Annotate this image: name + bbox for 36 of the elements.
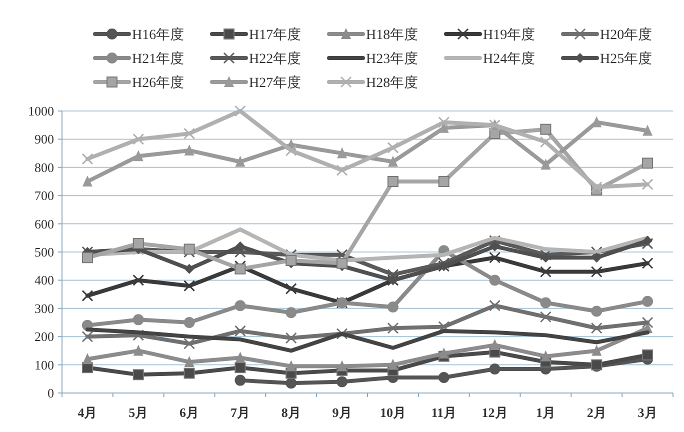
legend-label: H17年度	[249, 27, 302, 43]
y-tick-label: 700	[34, 188, 54, 204]
x-tick-label: 8月	[281, 405, 301, 420]
legend-label: H18年度	[366, 27, 418, 43]
legend-label: H21年度	[132, 51, 184, 67]
y-tick-label: 500	[34, 244, 54, 260]
y-tick-label: 400	[34, 272, 54, 288]
legend-label: H19年度	[483, 27, 536, 43]
x-tick-label: 12月	[482, 405, 508, 420]
x-tick-label: 3月	[638, 405, 658, 420]
y-tick-label: 0	[48, 386, 54, 400]
x-tick-label: 7月	[230, 405, 250, 420]
y-tick-label: 300	[34, 300, 54, 316]
y-tick-label: 800	[34, 160, 54, 175]
y-tick-label: 900	[34, 132, 54, 147]
x-tick-label: 4月	[78, 405, 98, 420]
y-tick-label: 100	[34, 357, 54, 372]
x-tick-label: 1月	[536, 405, 556, 420]
legend-label: H16年度	[132, 27, 184, 43]
legend-label: H27年度	[249, 75, 302, 91]
legend-label: H25年度	[600, 51, 652, 67]
legend-label: H24年度	[483, 51, 536, 67]
legend-label: H22年度	[249, 51, 302, 67]
legend-label: H26年度	[132, 75, 184, 91]
x-tick-label: 10月	[380, 405, 406, 420]
x-tick-label: 5月	[128, 405, 148, 420]
x-tick-label: 11月	[431, 405, 457, 420]
y-tick-label: 600	[34, 216, 54, 232]
y-tick-label: 1000	[28, 104, 54, 118]
legend-label: H20年度	[600, 27, 652, 43]
legend-label: H28年度	[366, 75, 418, 91]
x-tick-label: 9月	[332, 405, 352, 420]
x-tick-label: 6月	[180, 405, 200, 420]
x-tick-label: 2月	[586, 405, 606, 420]
legend-label: H23年度	[366, 51, 418, 67]
y-tick-label: 200	[34, 329, 54, 344]
